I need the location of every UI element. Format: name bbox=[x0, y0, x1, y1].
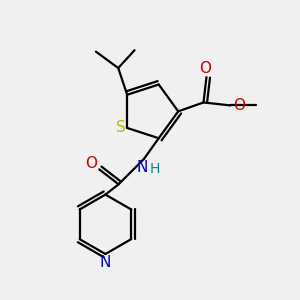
Text: N: N bbox=[137, 160, 148, 175]
Text: O: O bbox=[85, 156, 97, 171]
Text: N: N bbox=[100, 255, 111, 270]
Text: H: H bbox=[150, 161, 160, 176]
Text: O: O bbox=[233, 98, 245, 113]
Text: S: S bbox=[116, 121, 125, 136]
Text: O: O bbox=[199, 61, 211, 76]
